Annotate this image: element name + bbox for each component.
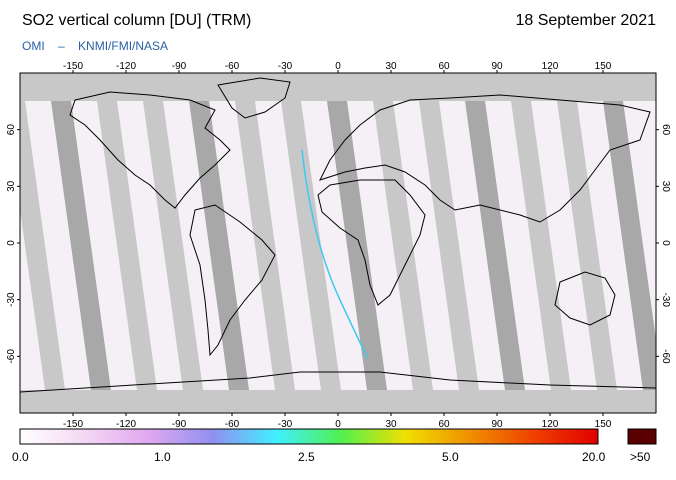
scale-label-0: 0.0 bbox=[12, 450, 29, 464]
lon-tick-label: 150 bbox=[595, 61, 612, 72]
coast-antarctica bbox=[20, 371, 656, 393]
coast-south-america bbox=[189, 204, 276, 357]
credit-agencies: KNMI/FMI/NASA bbox=[78, 39, 169, 53]
orbit-swath bbox=[20, 101, 65, 390]
coast-australia bbox=[554, 271, 616, 326]
orbit-swath bbox=[281, 101, 341, 390]
orbit-swath bbox=[511, 101, 571, 390]
colorbar bbox=[19, 428, 599, 445]
credit-separator: – bbox=[58, 39, 65, 53]
scale-label-overflow: >50 bbox=[630, 450, 651, 464]
coast-europe-asia bbox=[319, 94, 651, 223]
lon-tick-label: 90 bbox=[491, 419, 503, 430]
coastlines bbox=[20, 77, 656, 393]
credit-instrument: OMI bbox=[22, 39, 45, 53]
scale-label-1: 1.0 bbox=[154, 450, 171, 464]
south-polar-nodata bbox=[20, 390, 656, 413]
lon-ticks-top: -150 -120 -90 -60 -30 0 30 60 90 120 150 bbox=[63, 61, 612, 73]
lon-tick-label: -90 bbox=[172, 61, 187, 72]
lat-tick-label: -30 bbox=[6, 292, 17, 307]
lon-tick-label: 120 bbox=[542, 61, 559, 72]
coast-north-america bbox=[69, 91, 231, 209]
lon-ticks-bottom: -150 -120 -90 -60 -30 0 30 60 90 120 150 bbox=[63, 413, 612, 430]
north-polar-nodata bbox=[20, 73, 656, 101]
lon-tick-label: -120 bbox=[116, 61, 136, 72]
lat-ticks-left: 60 30 0 -30 -60 bbox=[6, 124, 20, 364]
orbit-swath bbox=[235, 101, 295, 390]
orbit-swath bbox=[603, 101, 656, 390]
lat-tick-label: -30 bbox=[660, 292, 671, 307]
lon-tick-label: 150 bbox=[595, 419, 612, 430]
coast-africa bbox=[317, 179, 426, 306]
lat-tick-label: -60 bbox=[6, 349, 17, 364]
lon-tick-label: -60 bbox=[225, 419, 240, 430]
orbit-swath bbox=[557, 101, 617, 390]
lon-tick-label: 120 bbox=[542, 419, 559, 430]
lon-tick-label: -150 bbox=[63, 419, 83, 430]
orbit-swath bbox=[51, 101, 111, 390]
lon-tick-label: 60 bbox=[438, 61, 450, 72]
lon-tick-label: -30 bbox=[278, 419, 293, 430]
lat-tick-label: 60 bbox=[660, 124, 671, 136]
lat-tick-label: -60 bbox=[660, 349, 671, 364]
orbit-swath bbox=[97, 101, 157, 390]
map-body bbox=[20, 73, 656, 413]
lon-tick-label: -60 bbox=[225, 61, 240, 72]
lat-tick-label: 60 bbox=[6, 124, 17, 136]
lat-tick-label: 0 bbox=[660, 240, 671, 246]
lat-tick-label: 30 bbox=[660, 181, 671, 193]
lon-tick-label: -150 bbox=[63, 61, 83, 72]
orbit-swath bbox=[373, 101, 433, 390]
lon-tick-label: 90 bbox=[491, 61, 503, 72]
map-date: 18 September 2021 bbox=[515, 12, 656, 29]
orbit-swath bbox=[143, 101, 203, 390]
coast-greenland bbox=[217, 77, 291, 119]
lon-tick-label: 0 bbox=[335, 419, 341, 430]
lat-tick-label: 30 bbox=[6, 180, 17, 192]
scale-label-2: 2.5 bbox=[298, 450, 315, 464]
lon-tick-label: -90 bbox=[172, 419, 187, 430]
lon-tick-label: -30 bbox=[278, 61, 293, 72]
lon-tick-label: 60 bbox=[438, 419, 450, 430]
lat-ticks-right: 60 30 0 -30 -60 bbox=[656, 124, 671, 364]
lat-tick-label: 0 bbox=[6, 240, 17, 246]
lon-tick-label: 0 bbox=[335, 61, 341, 72]
lon-tick-label: 30 bbox=[385, 61, 397, 72]
orbit-swath bbox=[419, 101, 479, 390]
colorbar-overflow-box bbox=[627, 428, 657, 445]
orbit-swath bbox=[189, 101, 249, 390]
so2-plume-trail bbox=[301, 149, 369, 359]
scale-label-4: 20.0 bbox=[582, 450, 606, 464]
scale-label-3: 5.0 bbox=[442, 450, 459, 464]
map-title: SO2 vertical column [DU] (TRM) bbox=[22, 12, 252, 29]
credit-line: OMI – KNMI/FMI/NASA bbox=[22, 39, 178, 53]
lon-tick-label: -120 bbox=[116, 419, 136, 430]
orbit-swath bbox=[465, 101, 525, 390]
lon-tick-label: 30 bbox=[385, 419, 397, 430]
